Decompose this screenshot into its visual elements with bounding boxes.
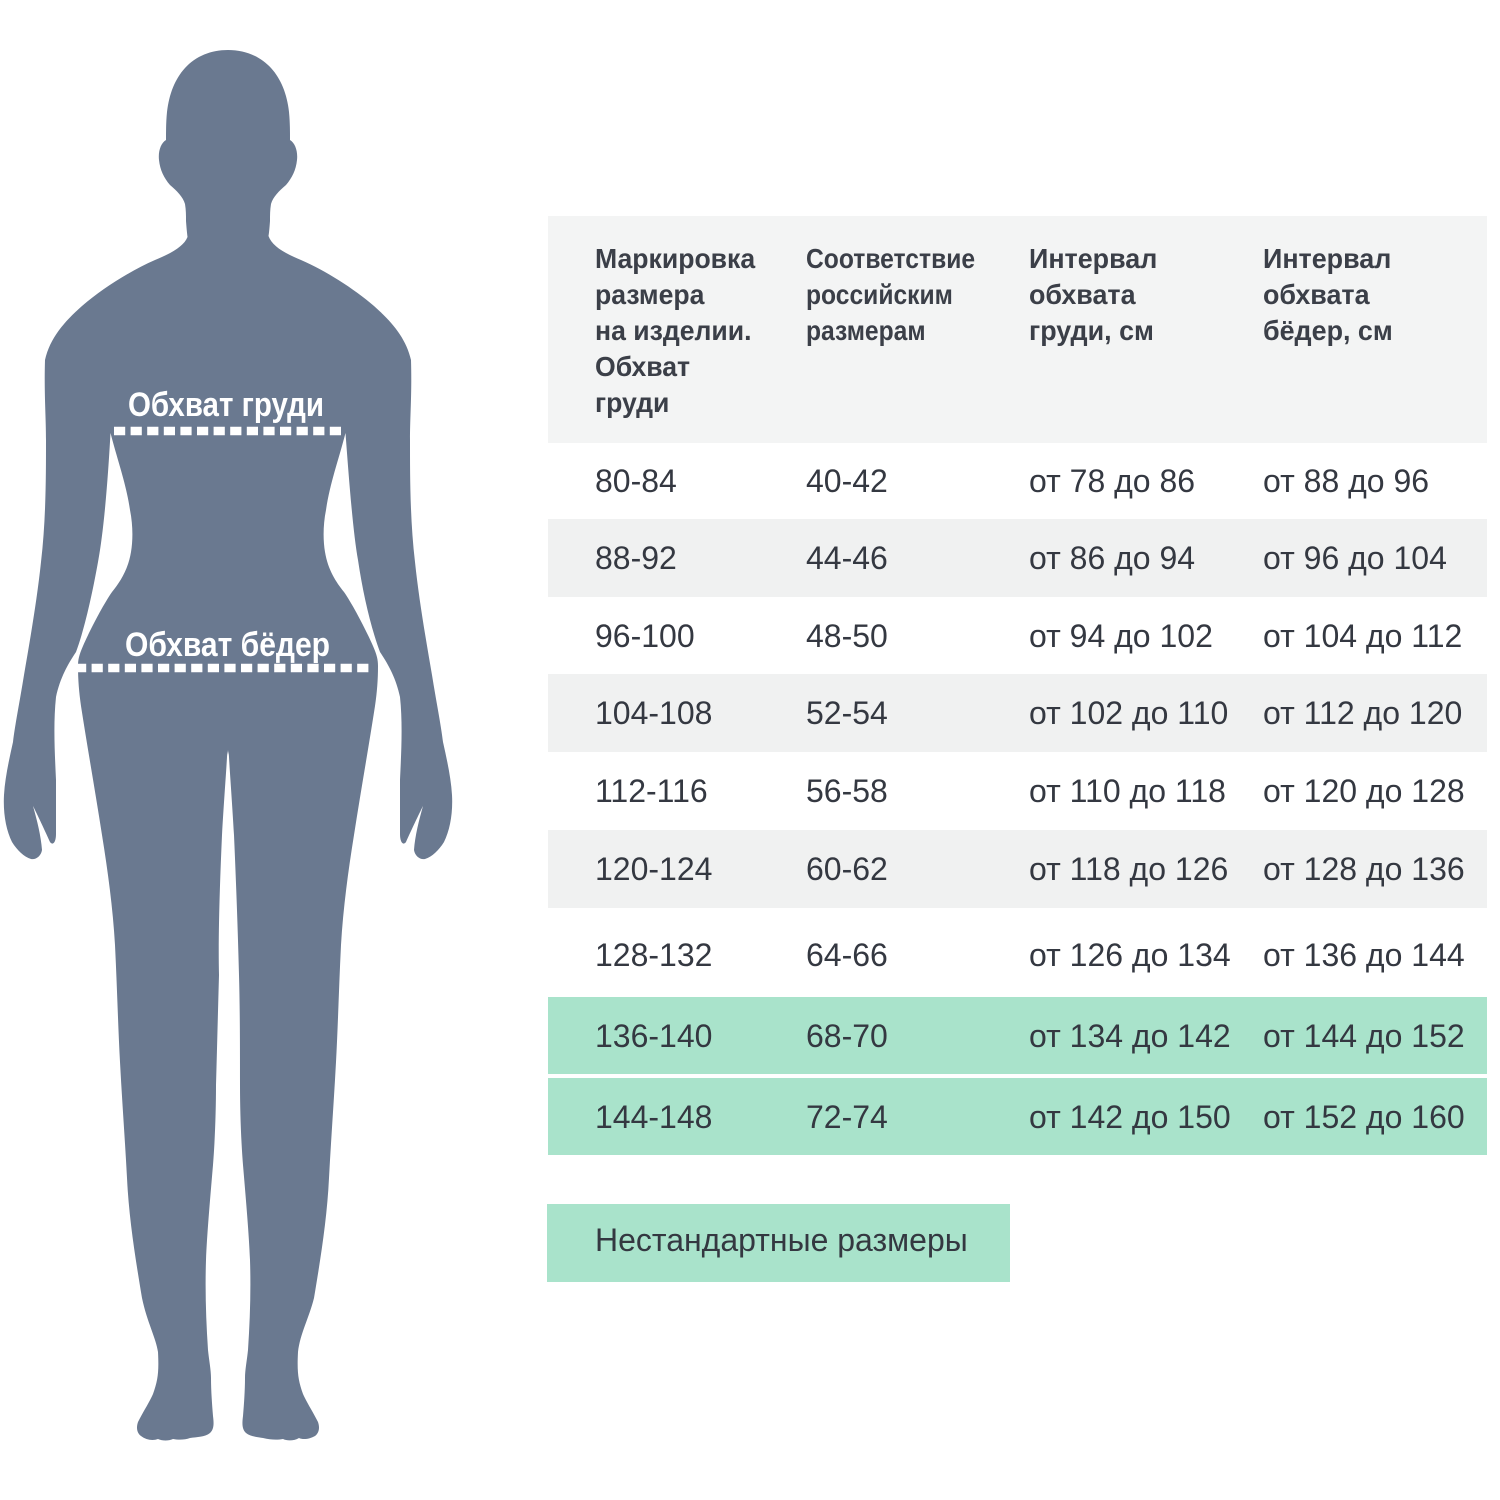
svg-text:Обхват груди: Обхват груди: [128, 386, 324, 424]
svg-text:Обхват бёдер: Обхват бёдер: [125, 626, 330, 664]
